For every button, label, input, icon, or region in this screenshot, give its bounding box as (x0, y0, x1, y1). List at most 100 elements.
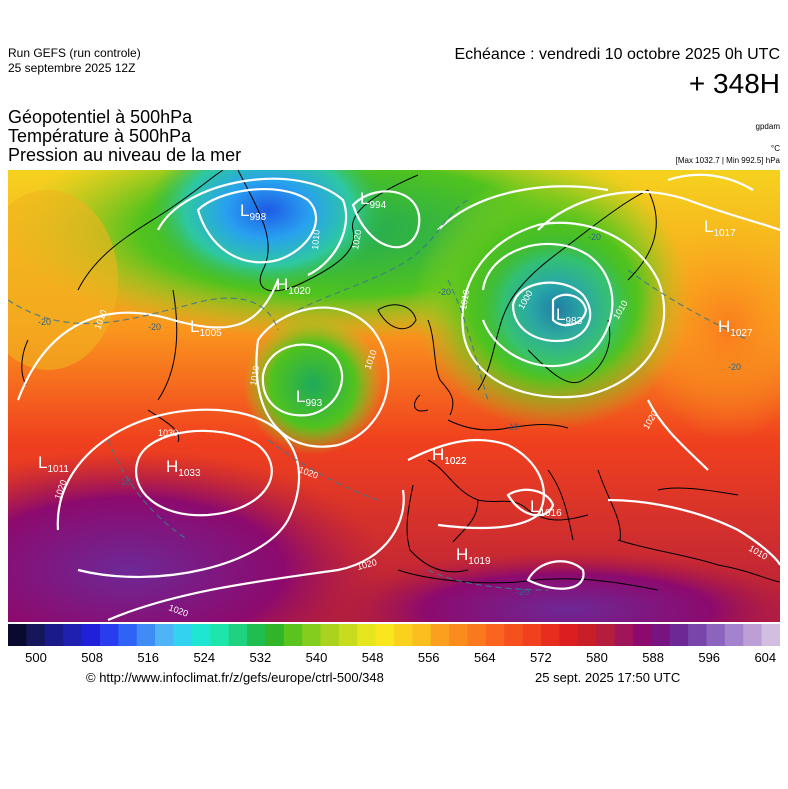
colorbar-tick-label: 588 (642, 650, 664, 665)
colorbar-tick-label: 540 (305, 650, 328, 665)
pressure-system-label: L1005 (190, 317, 222, 339)
orange-russia (638, 220, 780, 440)
pressure-system-label: L983 (556, 305, 583, 327)
run-title: Run GEFS (run controle) (8, 46, 141, 60)
colorbar-swatch (155, 624, 174, 646)
pressure-system-label: L1016 (530, 497, 562, 519)
colorbar-swatch (761, 624, 780, 646)
colorbar-tick-label: 516 (137, 650, 160, 665)
colorbar-swatch (394, 624, 413, 646)
colorbar-swatch (357, 624, 377, 646)
cold-pool-north-scand (478, 235, 638, 385)
isobar-label: 1030 (158, 428, 178, 438)
purple-warm-east (328, 550, 780, 622)
colorbar-swatch (614, 624, 634, 646)
isotherm-label: -20 (516, 587, 529, 597)
isobars (16, 173, 780, 622)
unit-temperature: °C (771, 144, 780, 153)
run-date: 25 septembre 2025 12Z (8, 61, 136, 75)
colorbar-tick-label: 524 (193, 650, 216, 665)
isotherm-label: -20 (438, 287, 451, 297)
colorbar-swatch (430, 624, 450, 646)
colorbar-swatch (485, 624, 505, 646)
colorbar-swatch (688, 624, 707, 646)
colorbar-tick-label: 500 (25, 650, 47, 665)
isobar-label: 1010 (248, 365, 261, 386)
isotherm-label: -10 (118, 477, 131, 487)
pressure-system-label: L998 (240, 201, 267, 223)
param-temperature: Température à 500hPa (8, 126, 192, 146)
colorbar-swatch (596, 624, 616, 646)
colorbar-swatch (44, 624, 64, 646)
pressure-system-label: H1027 (718, 317, 753, 339)
copyright-url[interactable]: © http://www.infoclimat.fr/z/gefs/europe… (86, 670, 384, 685)
weather-map: L998 L994 H1020 L1005 L993 L1011 H1033 H1022 L10… (8, 170, 780, 622)
isotherm-label: -20 (588, 232, 601, 242)
colorbar-swatch (63, 624, 83, 646)
param-geopotential: Géopotentiel à 500hPa (8, 107, 193, 127)
colorbar-swatch (743, 624, 763, 646)
colorbar-swatch (320, 624, 340, 646)
colorbar-tick-label: 580 (586, 650, 608, 665)
colorbar-tick-label: 604 (754, 650, 777, 665)
colorbar-swatch (375, 624, 395, 646)
isotherm-label: -20 (38, 317, 51, 327)
colorbar-tick-label: 596 (698, 650, 721, 665)
colorbar-swatch (118, 624, 138, 646)
colorbar-swatch (559, 624, 579, 646)
colorbar-swatch (302, 624, 321, 646)
unit-geopotential: gpdam (755, 122, 780, 131)
isotherm-label: -20 (148, 322, 161, 332)
generation-timestamp: 25 sept. 2025 17:50 UTC (535, 670, 681, 685)
colorbar-swatch (467, 624, 487, 646)
pressure-system-label: H1019 (456, 545, 491, 567)
colorbar-swatch (412, 624, 432, 646)
colorbar-swatch (228, 624, 248, 646)
isotherm-label: -10 (506, 422, 519, 432)
colorbar-swatch (173, 624, 193, 646)
colorbar-tick-label: 556 (417, 650, 440, 665)
colorbar-swatch (283, 624, 303, 646)
colorbar-swatch (8, 624, 27, 646)
colorbar-swatch (210, 624, 230, 646)
colorbar-swatch (99, 624, 119, 646)
colorbar-swatch (338, 624, 358, 646)
colorbar-swatch (191, 624, 211, 646)
colorbar-swatch (706, 624, 726, 646)
yellow-northwest (8, 190, 118, 370)
isotherm-labels: -20 -20 -20 -20 -20 -10 -10 -20 (38, 232, 741, 597)
pressure-system-label: L993 (296, 387, 323, 409)
pressure-system-label: H1020 (276, 275, 311, 297)
colorbar-tick-label: 564 (473, 650, 496, 665)
colorbar-swatch (541, 624, 560, 646)
isotherms (8, 199, 749, 591)
colorbar-swatch (246, 624, 266, 646)
pressure-system-label: H1033 (166, 457, 201, 479)
colorbar-swatch (724, 624, 744, 646)
pressure-system-label: L1017 (704, 217, 736, 239)
colorbar-swatch (669, 624, 689, 646)
forecast-valid-time: Echéance : vendredi 10 octobre 2025 0h U… (454, 46, 780, 63)
colorbar-swatch (577, 624, 597, 646)
colorbar-swatch (522, 624, 542, 646)
isobar-label: 1010 (458, 289, 471, 310)
pressure-systems: L998 L994 H1020 L1005 L993 L1011 H1033 H1022 L10… (38, 189, 753, 567)
coastlines (21, 170, 780, 591)
pressure-range: [Max 1032.7 | Min 992.5] hPa (675, 156, 780, 165)
colorbar-swatch (651, 624, 671, 646)
colorbar-swatch (81, 624, 101, 646)
pressure-system-label: H1022 (432, 445, 467, 467)
param-pressure: Pression au niveau de la mer (8, 145, 242, 165)
purple-warm-core (8, 450, 388, 622)
colorbar-tick-label: 508 (81, 650, 103, 665)
colorbar-swatch (26, 624, 46, 646)
colorbar-swatch (136, 624, 156, 646)
isobar-label: 1020 (350, 229, 363, 250)
pressure-system-label: L994 (360, 189, 387, 211)
isotherm-label: -20 (728, 362, 741, 372)
colorbar-tick-label: 548 (361, 650, 384, 665)
colorbar-tick-label: 572 (530, 650, 552, 665)
colorbar-swatch (504, 624, 524, 646)
isobar-label: 1010 (310, 229, 322, 250)
pressure-system-label: H1022 (432, 445, 467, 467)
